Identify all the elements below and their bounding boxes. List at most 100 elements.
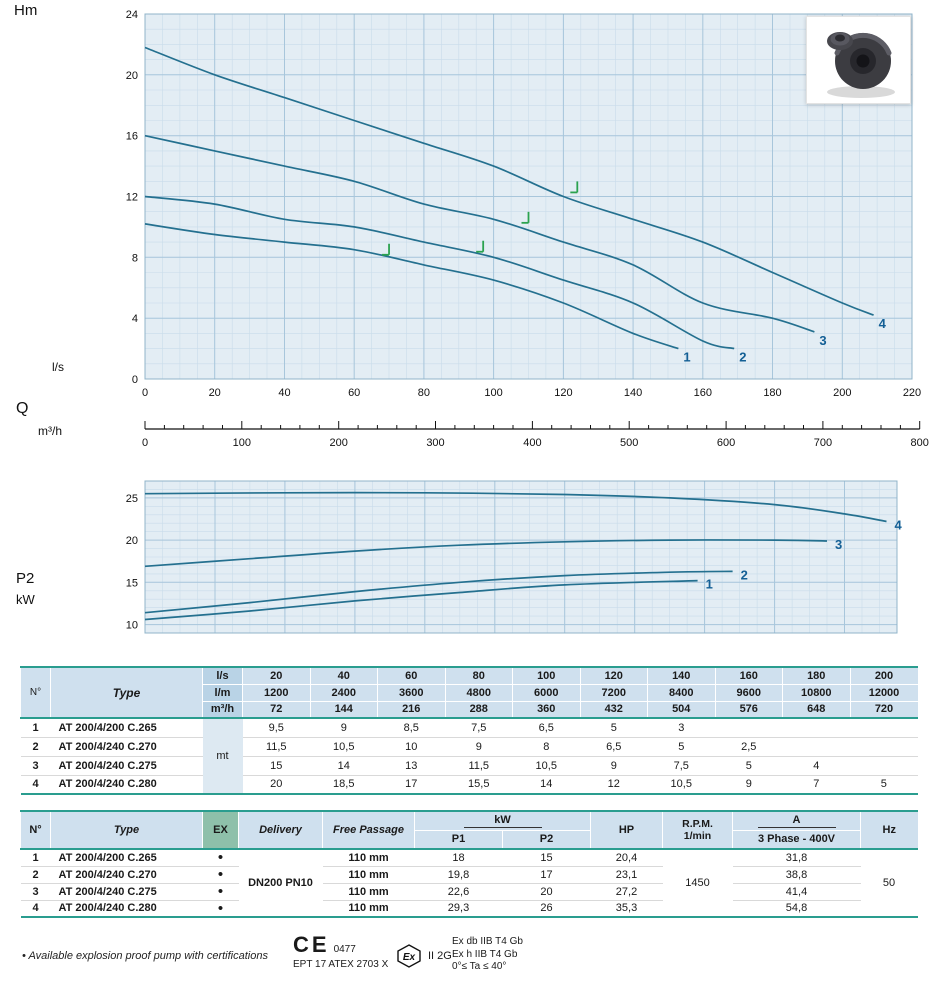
svg-text:300: 300 bbox=[426, 437, 444, 449]
kw-group-label: kW bbox=[463, 814, 542, 828]
cell: 2,5 bbox=[715, 737, 783, 757]
cell: 1 bbox=[20, 718, 51, 738]
svg-text:60: 60 bbox=[348, 387, 360, 399]
cell: 144 bbox=[309, 701, 378, 719]
cell: 9 bbox=[445, 737, 513, 757]
cell: 3 bbox=[647, 718, 715, 738]
cell: AT 200/4/240 C.280 bbox=[58, 778, 157, 791]
svg-text:80: 80 bbox=[418, 387, 430, 399]
cell: 100 bbox=[512, 667, 580, 685]
cell: 5 bbox=[580, 718, 648, 738]
curve-3 bbox=[144, 134, 815, 333]
cell: mt bbox=[202, 718, 243, 794]
specs-table: N° Type EX Delivery Free Passage kW HP R… bbox=[20, 810, 918, 918]
svg-text:400: 400 bbox=[523, 437, 541, 449]
ex-group-label: II 2G bbox=[428, 950, 452, 962]
table-row: 1 AT 200/4/200 C.265 mt 9,5 9 8,5 7,5 6,5 5 3 bbox=[20, 718, 918, 794]
curve-label-4: 4 bbox=[879, 316, 887, 331]
grid-major bbox=[144, 481, 897, 633]
cell: 5 bbox=[647, 737, 715, 757]
cell: 8 bbox=[512, 737, 580, 757]
cell: 11,5 bbox=[242, 737, 310, 757]
unit-label-m3h: m³/h bbox=[202, 701, 243, 719]
cell: 14 bbox=[310, 756, 378, 776]
col-p2: P2 bbox=[502, 830, 591, 850]
cell: 2400 bbox=[309, 684, 378, 702]
cell: 7,5 bbox=[445, 718, 513, 738]
cell: 72 bbox=[242, 701, 310, 719]
cell: • bbox=[202, 866, 239, 884]
curve-label-3: 3 bbox=[835, 537, 842, 552]
ce-logo: CE bbox=[293, 932, 330, 957]
cell: 140 bbox=[647, 667, 715, 685]
svg-text:600: 600 bbox=[717, 437, 735, 449]
col-p1: P1 bbox=[414, 830, 503, 850]
curves: 1 2 3 4 bbox=[144, 491, 903, 621]
pump-photo bbox=[806, 16, 911, 104]
table-row: 3 AT 200/4/240 C.275 15 14 13 11,5 10,5 9 7,5 5 4 bbox=[20, 756, 918, 776]
cell: 40 bbox=[309, 667, 378, 685]
cell: 14 bbox=[540, 778, 553, 791]
cell: 80 bbox=[444, 667, 513, 685]
unit-label-ls: l/s bbox=[202, 667, 243, 685]
cell: 504 bbox=[647, 701, 715, 719]
cell: 6000 bbox=[512, 684, 580, 702]
cell bbox=[782, 737, 850, 757]
header-row-ls: N° Type l/s 20 40 60 80 100 120 140 160 180 200 bbox=[20, 667, 918, 719]
curve-2 bbox=[144, 570, 733, 614]
table-row: 1 AT 200/4/200 C.265 • DN200 PN10 110 mm 18 15… bbox=[20, 849, 918, 889]
x-tick-labels: 0 20 40 60 80 100 120 140 160 180 200 220 bbox=[142, 387, 921, 399]
cell: 19,8 bbox=[414, 866, 503, 884]
rpm-label: R.P.M. bbox=[682, 817, 713, 830]
col-rpm: R.P.M. 1/min bbox=[662, 811, 733, 850]
svg-text:500: 500 bbox=[620, 437, 638, 449]
svg-text:220: 220 bbox=[903, 387, 921, 399]
svg-text:100: 100 bbox=[484, 387, 502, 399]
y-tick-labels: 0 4 8 12 16 20 24 bbox=[126, 9, 138, 386]
cell: 1200 bbox=[242, 684, 310, 702]
cell: 4 bbox=[32, 778, 39, 791]
curve-label-4: 4 bbox=[895, 518, 903, 533]
cell: 110 mm bbox=[322, 849, 415, 867]
plot-border bbox=[144, 480, 898, 634]
svg-text:800: 800 bbox=[911, 437, 929, 449]
cell: 38,8 bbox=[732, 866, 861, 884]
cell: • bbox=[217, 900, 224, 917]
svg-text:15: 15 bbox=[126, 577, 138, 589]
ce-mark-block: CE 0477 EPT 17 ATEX 2703 X bbox=[293, 932, 388, 971]
curve-4 bbox=[144, 491, 887, 523]
cell: • bbox=[202, 883, 239, 901]
curves: 1 2 3 4 bbox=[144, 46, 887, 365]
col-hp: HP bbox=[590, 811, 663, 850]
cell: 54,8 bbox=[785, 902, 808, 915]
cell bbox=[850, 718, 918, 738]
specs-table-header: N° Type EX Delivery Free Passage kW HP R… bbox=[20, 811, 918, 850]
svg-text:12: 12 bbox=[126, 192, 138, 204]
ce-notified-body-number: 0477 bbox=[333, 944, 356, 955]
svg-text:0: 0 bbox=[142, 437, 148, 449]
cert-line-3: 0°≤ Ta ≤ 40° bbox=[452, 961, 507, 972]
svg-text:200: 200 bbox=[330, 437, 348, 449]
performance-table: N° Type l/s 20 40 60 80 100 120 140 160 180 200 l… bbox=[20, 666, 918, 795]
cell: 8400 bbox=[647, 684, 715, 702]
svg-text:140: 140 bbox=[624, 387, 642, 399]
cell: 432 bbox=[579, 701, 648, 719]
ex-mark-block: Ex II 2G bbox=[396, 944, 452, 968]
cell: 1 bbox=[20, 849, 51, 867]
cell: 9 bbox=[580, 756, 648, 776]
cell: 31,8 bbox=[732, 849, 861, 867]
cell: 15,5 bbox=[468, 778, 490, 791]
cell: AT 200/4/200 C.265 bbox=[50, 849, 203, 867]
performance-table-body: 1 AT 200/4/200 C.265 mt 9,5 9 8,5 7,5 6,5 5 3 2 AT … bbox=[20, 718, 918, 794]
cell: AT 200/4/240 C.280 bbox=[58, 902, 157, 915]
cell: 7 bbox=[813, 778, 820, 791]
cell: 160 bbox=[714, 667, 783, 685]
explosion-proof-footnote: • Available explosion proof pump with ce… bbox=[22, 950, 268, 962]
svg-text:180: 180 bbox=[763, 387, 781, 399]
cell: 9 bbox=[745, 778, 752, 791]
cell: 9600 bbox=[714, 684, 783, 702]
col-kw-group: kW bbox=[414, 811, 591, 831]
cell: 50 bbox=[882, 877, 896, 889]
curve-label-2: 2 bbox=[741, 567, 748, 582]
cell: 12 bbox=[607, 778, 620, 791]
